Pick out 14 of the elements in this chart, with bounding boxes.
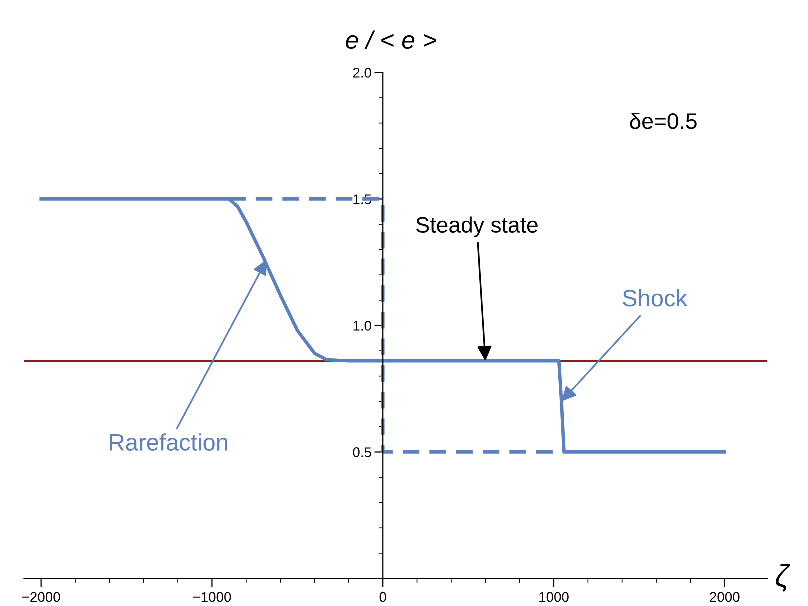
x-tick-label: −2000 bbox=[22, 592, 60, 602]
x-axis-title: ζ bbox=[776, 564, 790, 592]
annotation: Rarefaction bbox=[110, 434, 228, 451]
x-tick-label: 1000 bbox=[540, 592, 569, 602]
y-axis-title: e / < e > bbox=[346, 30, 436, 50]
annotation: Steady state bbox=[416, 216, 538, 238]
y-tick-label: 1.0 bbox=[354, 321, 372, 331]
x-tick-label: 2000 bbox=[710, 592, 740, 602]
x-tick-label: 0 bbox=[380, 592, 386, 602]
y-tick-label: 2.0 bbox=[353, 68, 372, 78]
x-tick-label: −1000 bbox=[193, 592, 232, 602]
annotation: δe=0.5 bbox=[630, 112, 697, 130]
y-tick-label: 0.5 bbox=[353, 448, 372, 458]
annotation: Shock bbox=[623, 289, 688, 307]
